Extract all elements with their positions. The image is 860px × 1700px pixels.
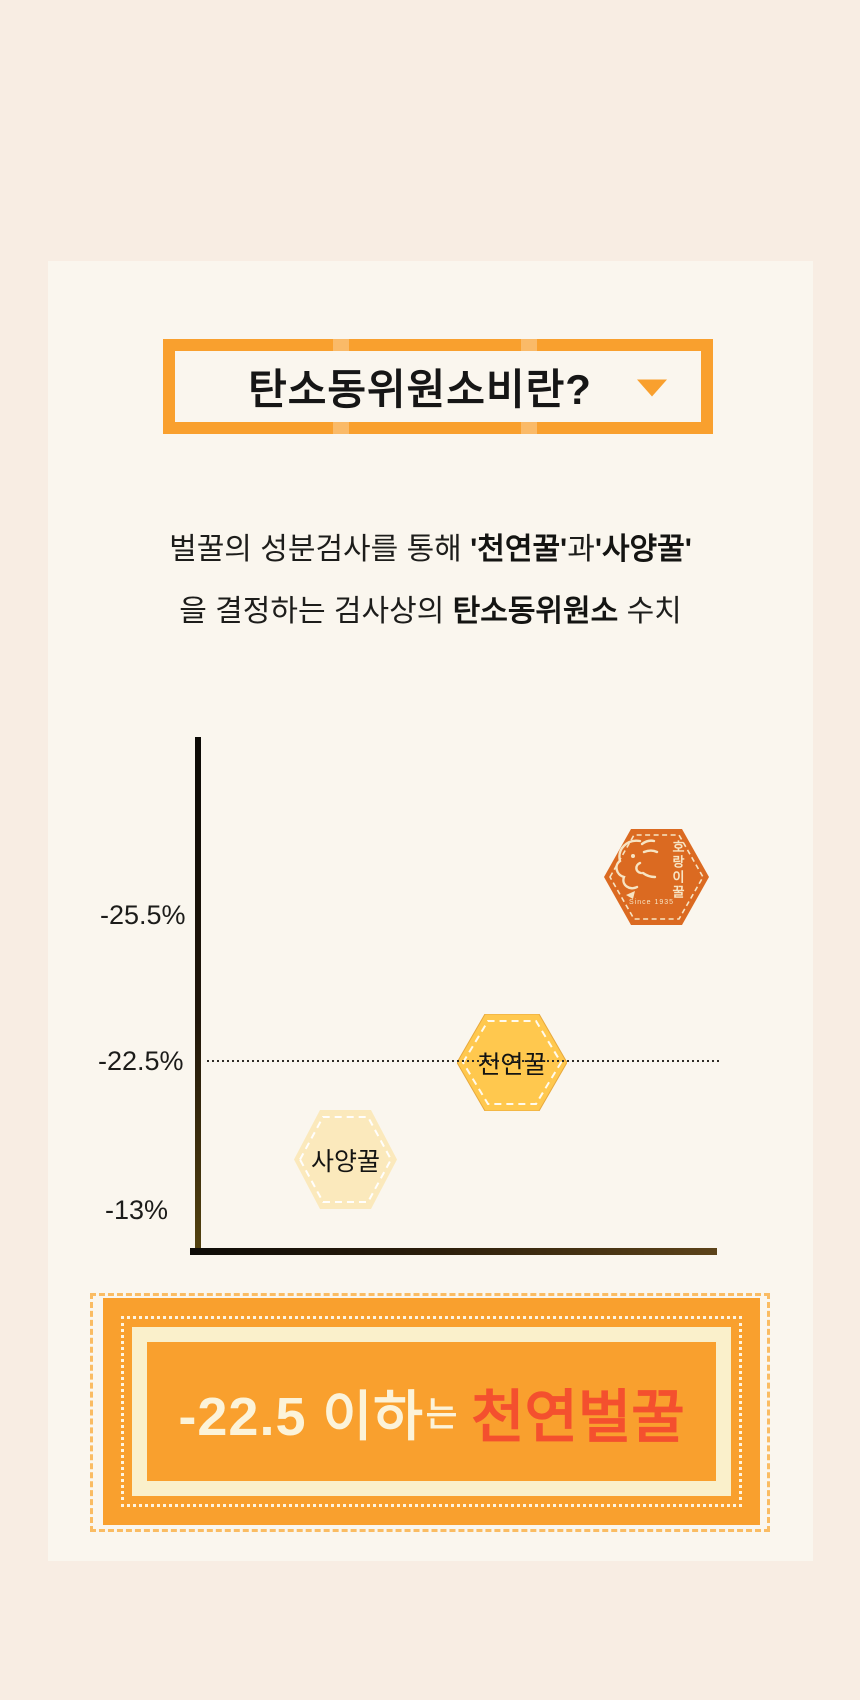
banner-outer-dashed-border xyxy=(90,1293,770,1532)
brand-logo-hexagon: 호랑이꿀 Since 1935 xyxy=(604,827,709,927)
fed-honey-hexagon: 사양꿀 xyxy=(294,1110,397,1209)
x-axis-line xyxy=(190,1248,717,1255)
intro-text: 벌꿀의 성분검사를 통해 '천연꿀'과'사양꿀' 을 결정하는 검사상의 탄소동… xyxy=(48,519,813,643)
content-panel: 탄소동위원소비란? 벌꿀의 성분검사를 통해 '천연꿀'과'사양꿀' 을 결정하… xyxy=(48,261,813,1561)
y-axis-label: -22.5% xyxy=(98,1046,184,1076)
brand-caption: Since 1935 xyxy=(629,899,675,906)
banner-orange-box: -22.5 이하 는 천연벌꿀 xyxy=(103,1298,760,1525)
border-seam xyxy=(333,339,349,351)
natural-honey-hexagon: 천연꿀 xyxy=(457,1014,567,1111)
brand-calligraphy: 호랑이꿀 xyxy=(670,840,685,900)
banner-dotted-border xyxy=(121,1316,742,1507)
threshold-dotted-line xyxy=(207,1060,722,1062)
y-axis-label: -13% xyxy=(105,1195,169,1225)
y-axis-line xyxy=(195,737,201,1253)
section-title: 탄소동위원소비란? xyxy=(248,366,592,413)
dropdown-triangle-icon[interactable] xyxy=(637,379,667,397)
intro-line-1: 벌꿀의 성분검사를 통해 '천연꿀'과'사양꿀' xyxy=(169,533,692,566)
natural-honey-label: 천연꿀 xyxy=(477,1050,547,1079)
banner-cream-frame xyxy=(132,1327,731,1496)
tiger-icon xyxy=(615,839,659,899)
section-title-box[interactable]: 탄소동위원소비란? xyxy=(163,339,713,434)
border-seam xyxy=(333,422,349,434)
banner-text: -22.5 이하 는 천연벌꿀 xyxy=(147,1342,716,1481)
border-seam xyxy=(521,339,537,351)
hexagon-shape xyxy=(604,829,709,925)
intro-line-2: 을 결정하는 검사상의 탄소동위원소 수치 xyxy=(179,595,682,628)
y-axis-label: -25.5% xyxy=(100,900,186,930)
particle-text: 는 xyxy=(425,1396,458,1434)
hexagon-shape xyxy=(294,1110,397,1209)
isotope-chart: -25.5% -22.5% -13% xyxy=(48,261,813,1311)
fed-honey-label: 사양꿀 xyxy=(310,1147,380,1176)
hexagon-shape xyxy=(457,1014,567,1111)
conclusion-banner: -22.5 이하 는 천연벌꿀 xyxy=(90,1293,770,1532)
border-seam xyxy=(521,422,537,434)
highlight-text: 천연벌꿀 xyxy=(471,1384,685,1450)
threshold-value-text: -22.5 이하 xyxy=(178,1387,424,1447)
